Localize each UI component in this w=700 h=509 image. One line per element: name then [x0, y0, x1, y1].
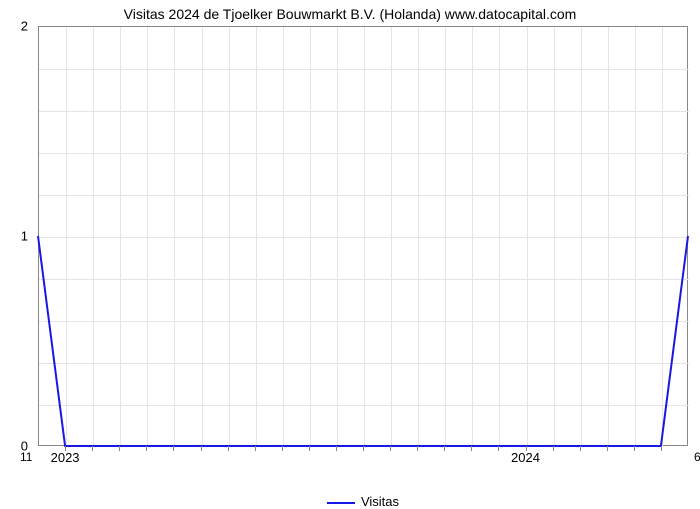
corner-right-label: 6 — [694, 450, 700, 464]
x-tick — [255, 446, 256, 451]
y-tick-label: 2 — [21, 19, 28, 34]
x-tick — [390, 446, 391, 451]
x-tick — [146, 446, 147, 451]
y-tick-label: 1 — [21, 229, 28, 244]
x-tick — [309, 446, 310, 451]
x-tick — [444, 446, 445, 451]
x-tick — [498, 446, 499, 451]
series-line — [38, 26, 688, 446]
chart-plot: 11 6 Visitas 01220232024 — [38, 26, 688, 446]
x-tick — [173, 446, 174, 451]
x-tick — [92, 446, 93, 451]
x-tick-label: 2024 — [511, 450, 540, 465]
x-tick-label: 2023 — [51, 450, 80, 465]
x-tick — [661, 446, 662, 451]
x-tick — [336, 446, 337, 451]
chart-legend: Visitas — [327, 494, 399, 509]
x-tick — [228, 446, 229, 451]
legend-swatch — [327, 502, 355, 504]
x-tick — [201, 446, 202, 451]
x-tick — [119, 446, 120, 451]
series-polyline — [38, 236, 688, 446]
x-tick — [607, 446, 608, 451]
chart-title: Visitas 2024 de Tjoelker Bouwmarkt B.V. … — [0, 0, 700, 22]
y-tick-label: 0 — [21, 439, 28, 454]
x-tick — [471, 446, 472, 451]
x-tick — [553, 446, 554, 451]
x-tick — [282, 446, 283, 451]
x-tick — [417, 446, 418, 451]
x-tick — [634, 446, 635, 451]
x-tick — [363, 446, 364, 451]
legend-label: Visitas — [361, 494, 399, 509]
x-tick — [580, 446, 581, 451]
